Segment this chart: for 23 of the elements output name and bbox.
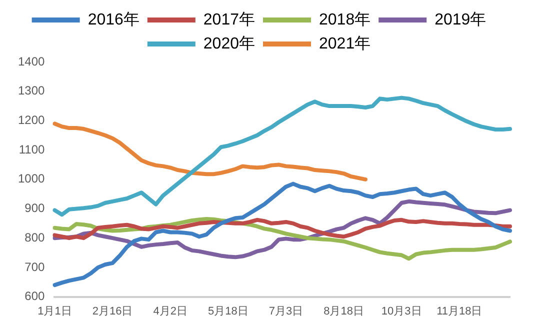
- y-tick-label: 900: [24, 201, 46, 216]
- legend-label: 2018年: [319, 11, 371, 28]
- x-tick-label: 10月3日: [381, 305, 422, 318]
- y-tick-label: 600: [24, 289, 46, 304]
- y-tick-label: 1100: [18, 142, 46, 156]
- legend-label: 2019年: [434, 11, 486, 28]
- x-tick-label: 1月1日: [38, 305, 72, 318]
- x-tick-label: 11月18日: [436, 305, 482, 318]
- y-tick-label: 800: [24, 230, 46, 244]
- y-tick-label: 1400: [18, 54, 46, 68]
- x-tick-label: 2月16日: [92, 305, 133, 318]
- legend-label: 2021年: [319, 35, 371, 52]
- legend-label: 2020年: [203, 35, 255, 52]
- x-tick-label: 4月2日: [153, 305, 188, 318]
- legend-label: 2016年: [88, 11, 140, 28]
- y-tick-label: 1300: [18, 84, 46, 98]
- x-tick-label: 8月18日: [324, 305, 364, 318]
- y-tick-label: 1200: [18, 113, 46, 128]
- y-tick-label: 1000: [18, 172, 46, 186]
- x-tick-label: 7月3日: [268, 305, 304, 318]
- legend-label: 2017年: [203, 11, 255, 28]
- y-tick-label: 700: [24, 260, 46, 274]
- x-tick-label: 5月18日: [208, 305, 248, 318]
